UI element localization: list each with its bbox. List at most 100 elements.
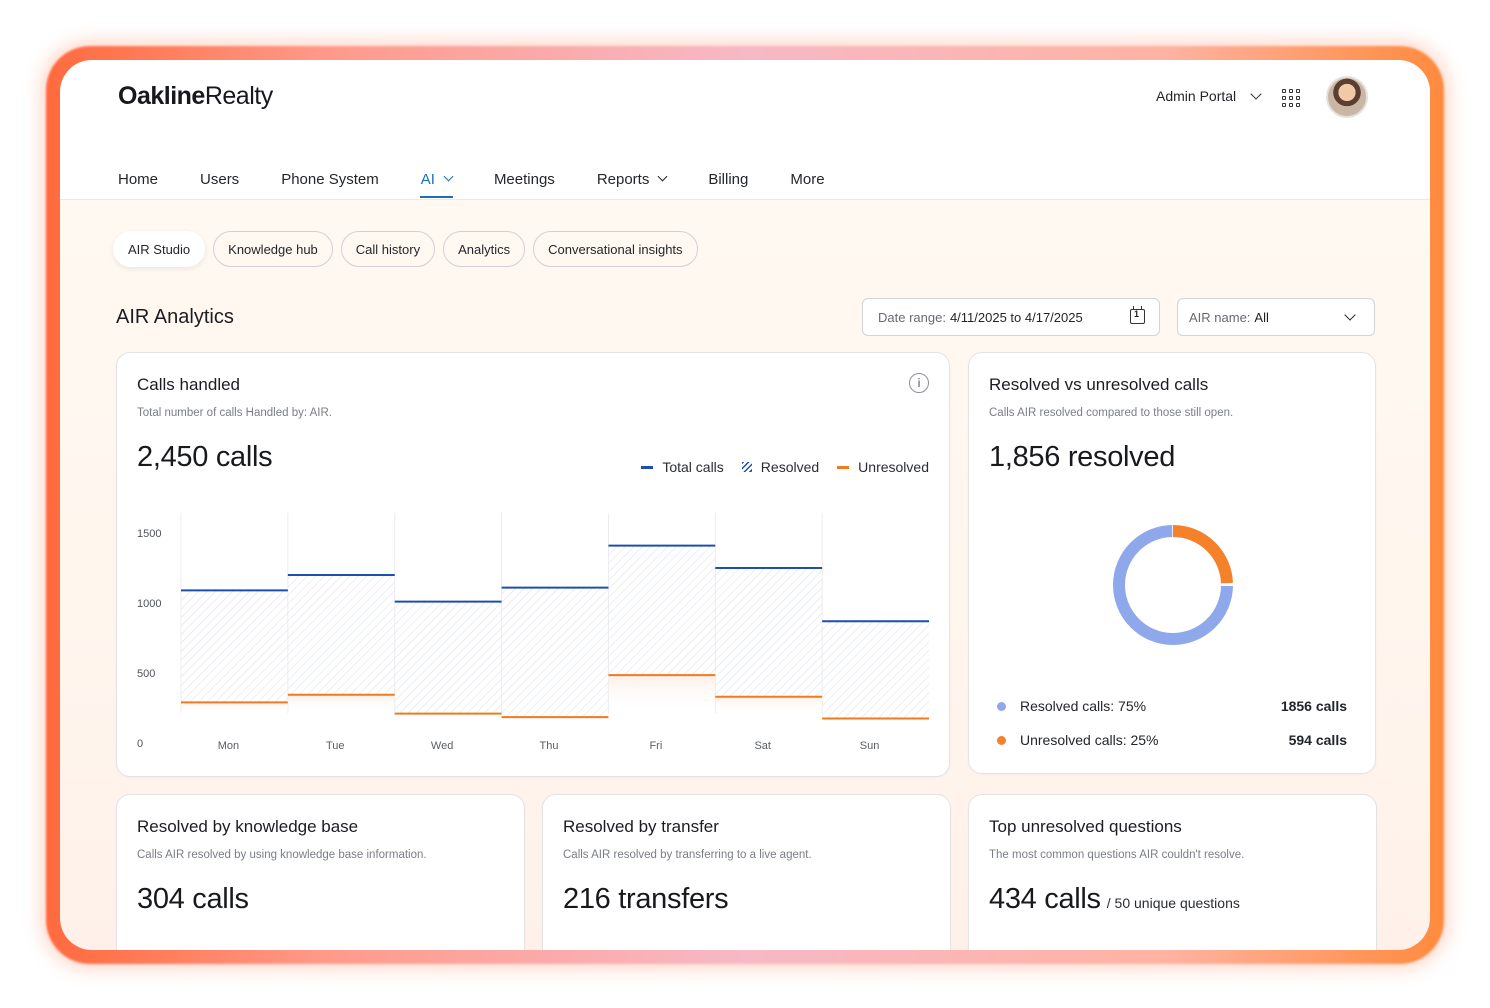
top-unresolved-value: 434 calls / 50 unique questions xyxy=(989,883,1240,916)
card-subtitle: The most common questions AIR couldn't r… xyxy=(989,849,1245,861)
resolved-vs-unresolved-card: Resolved vs unresolved calls Calls AIR r… xyxy=(968,352,1376,774)
unresolved-area xyxy=(287,694,395,713)
top-bar: OaklineRealty Admin Portal Home Users Phon… xyxy=(60,60,1430,200)
unresolved-row-value: 594 calls xyxy=(1288,732,1347,748)
resolved-bar xyxy=(822,621,929,719)
x-tick-label: Sun xyxy=(860,740,880,752)
unresolved-row-label: Unresolved calls: 25% xyxy=(1020,732,1159,748)
legend-label-resolved: Resolved xyxy=(760,459,820,475)
subtab-analytics[interactable]: Analytics xyxy=(443,231,526,267)
nav-item-users[interactable]: Users xyxy=(200,156,239,200)
admin-portal-dropdown[interactable]: Admin Portal xyxy=(1156,88,1262,104)
date-range-label: Date range: xyxy=(878,309,946,325)
brand-name-regular: Realty xyxy=(204,82,273,110)
knowledge-base-card: Resolved by knowledge base Calls AIR res… xyxy=(116,794,525,950)
x-tick-label: Thu xyxy=(540,740,559,752)
legend-label-unresolved: Unresolved xyxy=(858,459,929,475)
nav-item-label: More xyxy=(790,170,825,188)
card-subtitle: Total number of calls Handled by: AIR. xyxy=(137,407,332,419)
transfer-value: 216 transfers xyxy=(563,883,729,915)
legend-total: Total calls xyxy=(641,459,724,475)
card-title: Calls handled xyxy=(137,375,241,394)
resolved-bar xyxy=(608,545,716,676)
chevron-down-icon xyxy=(657,171,668,181)
main-nav: Home Users Phone System AI Meetings Reports Bi… xyxy=(118,156,867,200)
nav-item-phone-system[interactable]: Phone System xyxy=(281,156,379,200)
calendar-icon[interactable] xyxy=(1130,306,1145,324)
nav-item-label: Users xyxy=(200,170,240,188)
admin-portal-label: Admin Portal xyxy=(1156,88,1237,104)
app-grid-icon[interactable] xyxy=(1282,89,1300,107)
kb-value: 304 calls xyxy=(137,883,249,915)
donut-slice-resolved xyxy=(1113,525,1233,645)
unresolved-area xyxy=(608,675,716,713)
top-unresolved-card: Top unresolved questions The most common… xyxy=(968,794,1377,950)
unresolved-dot xyxy=(997,735,1006,745)
resolved-row: Resolved calls: 75% 1856 calls xyxy=(997,698,1347,714)
nav-item-ai[interactable]: AI xyxy=(419,156,454,200)
resolved-row-label: Resolved calls: 75% xyxy=(1020,698,1147,714)
resolved-bar xyxy=(715,568,823,697)
brand-name-bold: Oakline xyxy=(118,82,205,110)
nav-item-reports[interactable]: Reports xyxy=(596,156,668,200)
subtab-knowledge-hub[interactable]: Knowledge hub xyxy=(213,231,333,267)
card-title: Resolved by knowledge base xyxy=(137,817,359,836)
date-range-picker[interactable]: Date range: 4/11/2025 to 4/17/2025 xyxy=(862,298,1160,336)
nav-item-label: Meetings xyxy=(493,170,555,188)
y-tick-label: 1500 xyxy=(137,528,161,540)
calls-handled-card: Calls handled Total number of calls Hand… xyxy=(116,352,950,777)
subtab-call-history[interactable]: Call history xyxy=(340,231,436,267)
nav-item-label: Billing xyxy=(708,170,749,188)
resolved-donut-chart xyxy=(1113,525,1233,645)
transfer-card: Resolved by transfer Calls AIR resolved … xyxy=(542,794,951,950)
total-calls-value: 2,450 calls xyxy=(137,441,273,473)
subtab-conversational-insights[interactable]: Conversational insights xyxy=(533,231,698,267)
air-name-value: All xyxy=(1254,309,1269,325)
y-tick-label: 1000 xyxy=(137,598,161,610)
resolved-bar xyxy=(181,590,288,703)
x-tick-label: Fri xyxy=(649,740,662,752)
y-tick-label: 0 xyxy=(137,738,143,750)
donut-slice-unresolved xyxy=(1113,525,1233,645)
nav-item-billing[interactable]: Billing xyxy=(708,156,748,200)
nav-item-label: Phone System xyxy=(281,170,379,188)
x-tick-label: Mon xyxy=(218,740,239,752)
info-icon[interactable]: i xyxy=(909,373,929,393)
air-name-select[interactable]: AIR name: All xyxy=(1177,298,1375,336)
chevron-down-icon xyxy=(443,171,454,181)
top-unresolved-suffix: / 50 unique questions xyxy=(1106,895,1240,911)
nav-item-label: Home xyxy=(118,170,159,188)
top-unresolved-count: 434 calls xyxy=(989,883,1101,915)
legend-resolved: Resolved xyxy=(741,459,820,475)
card-title: Top unresolved questions xyxy=(989,817,1182,836)
x-tick-label: Wed xyxy=(431,740,453,752)
nav-item-label: Reports xyxy=(596,170,650,188)
x-tick-label: Tue xyxy=(326,740,345,752)
resolved-dot xyxy=(997,701,1006,711)
nav-item-home[interactable]: Home xyxy=(118,156,158,200)
app-window: OaklineRealty Admin Portal Home Users Phon… xyxy=(60,60,1430,950)
user-avatar[interactable] xyxy=(1326,76,1368,118)
calls-bar-chart: 0 500 1000 1500 Mon Tue Wed Thu Fri Sat Sun xyxy=(137,513,929,752)
chevron-down-icon xyxy=(1250,88,1262,100)
y-tick-label: 500 xyxy=(137,668,155,680)
resolved-value: 1,856 resolved xyxy=(989,441,1176,473)
page-title: AIR Analytics xyxy=(116,306,234,328)
legend-swatch-total xyxy=(641,465,654,469)
nav-item-meetings[interactable]: Meetings xyxy=(494,156,555,200)
date-range-value: 4/11/2025 to 4/17/2025 xyxy=(949,309,1083,325)
air-name-label: AIR name: xyxy=(1189,309,1251,325)
x-tick-label: Sat xyxy=(754,740,771,752)
resolved-bar xyxy=(287,575,395,695)
legend-unresolved: Unresolved xyxy=(837,459,929,475)
nav-item-more[interactable]: More xyxy=(790,156,824,200)
card-subtitle: Calls AIR resolved by transferring to a … xyxy=(563,849,812,861)
brand-logo[interactable]: OaklineRealty xyxy=(118,82,273,111)
chevron-down-icon xyxy=(1344,309,1356,321)
nav-item-label: AI xyxy=(420,170,435,188)
subtab-air-studio[interactable]: AIR Studio xyxy=(113,231,206,267)
resolved-row-value: 1856 calls xyxy=(1280,698,1347,714)
legend-swatch-unresolved xyxy=(837,465,850,469)
legend-swatch-resolved xyxy=(741,462,752,472)
legend-label-total: Total calls xyxy=(662,459,724,475)
